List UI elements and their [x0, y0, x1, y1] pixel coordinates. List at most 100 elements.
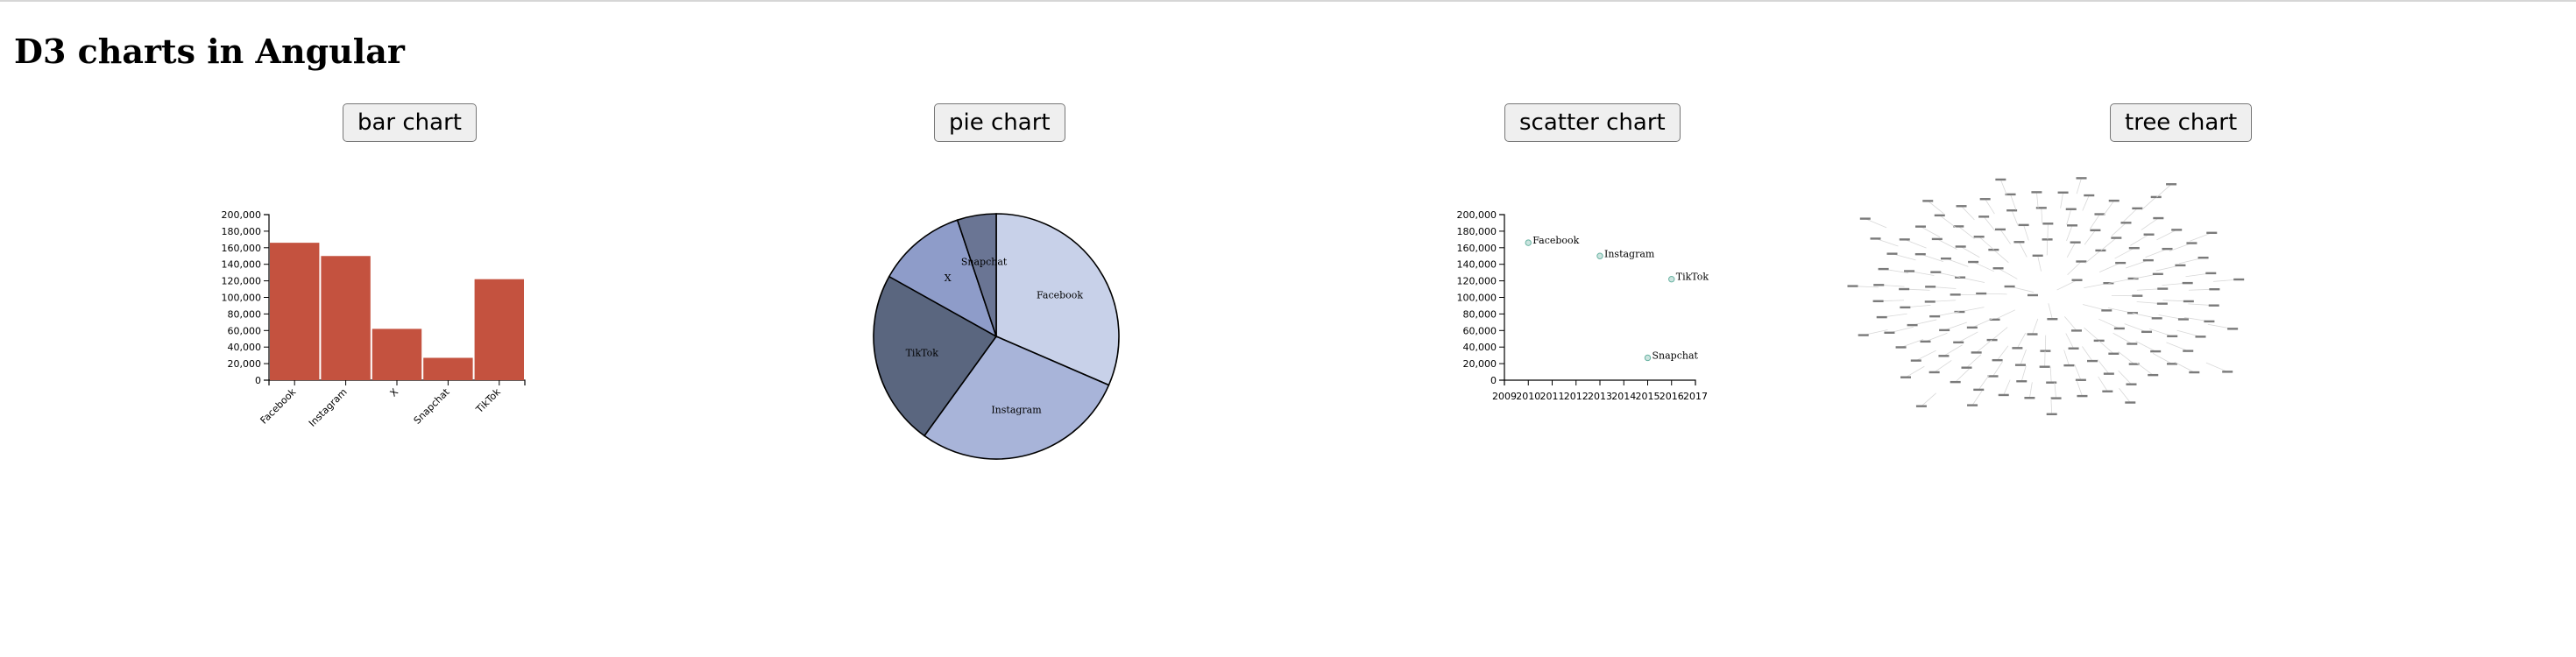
bar-x-tick-label: Instagram	[307, 386, 350, 429]
scatter-chart: 0 20,000 40,000 60,000 80,000 100,000 120,000 1…	[1457, 209, 1709, 402]
scatter-point-label: Instagram	[1604, 248, 1655, 259]
tree-link	[1993, 249, 2009, 264]
tree-node	[2076, 177, 2087, 180]
bar-x-tick-label: Facebook	[258, 385, 299, 426]
tree-link	[2098, 318, 2120, 329]
tree-link	[2097, 359, 2110, 374]
tree-link	[2152, 353, 2173, 364]
tree-link	[2126, 259, 2148, 269]
tree-node	[1899, 287, 1910, 291]
tree-node	[1886, 252, 1898, 255]
tree-link	[2084, 327, 2099, 342]
bar-chart-button[interactable]: bar chart	[343, 103, 477, 142]
tree-node	[1878, 267, 1889, 271]
scatter-x-tick-label: 2010	[1516, 391, 1540, 402]
tree-node	[2108, 199, 2120, 202]
tree-link	[2090, 214, 2100, 230]
tree-link	[2166, 342, 2189, 352]
tree-node	[2094, 213, 2105, 215]
tree-node	[2167, 363, 2178, 365]
tree-link	[2084, 250, 2101, 264]
tree-link	[1960, 246, 1980, 258]
tree-node	[2227, 328, 2239, 330]
tree-node	[2027, 333, 2038, 336]
scatter-y-tick-label: 100,000	[1457, 293, 1497, 304]
pie-slice-tiktok	[873, 275, 998, 437]
tree-node	[2127, 277, 2139, 280]
tree-link	[2082, 194, 2090, 211]
tree-link	[1905, 365, 1925, 378]
tree-link	[2020, 349, 2027, 365]
tree-node	[2195, 336, 2206, 338]
tree-node	[2186, 242, 2197, 244]
tree-node	[2095, 249, 2106, 252]
tree-node	[2031, 191, 2042, 194]
tree-node	[2171, 229, 2183, 231]
tree-link	[2114, 247, 2134, 259]
tree-node	[1873, 284, 1885, 286]
tree-node	[2108, 352, 2120, 355]
tree-node	[1858, 334, 1869, 336]
tree-node	[2204, 320, 2215, 323]
tree-link	[2084, 230, 2096, 245]
bar-instagram	[321, 256, 371, 380]
tree-node	[2152, 272, 2163, 276]
bar-y-tick-label: 120,000	[222, 276, 262, 287]
tree-node	[2070, 329, 2082, 332]
tree-link	[2141, 217, 2159, 230]
tree-link	[2082, 346, 2093, 362]
pie-label: X	[945, 272, 952, 284]
tree-node	[2101, 309, 2112, 312]
tree-node	[1884, 331, 1895, 334]
tree-link	[2050, 398, 2053, 414]
scatter-chart-button[interactable]: scatter chart	[1504, 103, 1681, 142]
tree-link	[1955, 368, 1970, 383]
tree-node	[1973, 236, 1985, 238]
tree-link	[2130, 234, 2149, 246]
tree-node	[2183, 350, 2194, 352]
tree-node	[1968, 260, 1979, 264]
tree-node	[2042, 238, 2053, 241]
tree-link	[1992, 327, 2008, 341]
scatter-point-label: Snapchat	[1652, 350, 1699, 361]
tree-node	[2102, 390, 2113, 392]
bar-x-tick-label: X	[388, 386, 401, 399]
tree-chart-button[interactable]: tree chart	[2110, 103, 2253, 142]
tree-node	[2197, 257, 2209, 259]
scatter-point-facebook	[1525, 239, 1532, 246]
tree-link	[2063, 350, 2070, 366]
scatter-x-tick-label: 2015	[1636, 391, 1660, 402]
pie-chart-button[interactable]: pie chart	[934, 103, 1065, 142]
tree-node	[1986, 338, 1998, 342]
tree-node	[1872, 300, 1884, 302]
tree-link	[2003, 379, 2011, 396]
tree-link	[1928, 201, 1944, 214]
tree-node	[1989, 318, 2000, 321]
scatter-x-tick-label: 2011	[1540, 391, 1565, 402]
tree-link	[1999, 229, 2011, 244]
tree-node	[1995, 178, 2006, 181]
tree-node	[1920, 340, 1931, 343]
scatter-x-tick-label: 2017	[1683, 391, 1708, 402]
tree-node	[1953, 341, 1964, 344]
tree-link	[2141, 196, 2156, 211]
bar-y-tick-label: 60,000	[228, 325, 262, 336]
tree-node	[2128, 246, 2140, 250]
tree-link	[1944, 321, 1967, 331]
tree-node	[2167, 335, 2178, 338]
tree-link	[1892, 253, 1916, 261]
bar-y-tick-label: 20,000	[228, 358, 262, 370]
tree-node	[1976, 292, 1987, 295]
tree-node	[2128, 363, 2140, 365]
tree-node	[2040, 350, 2051, 352]
scatter-y-tick-label: 80,000	[1463, 308, 1497, 320]
tree-link	[2011, 210, 2019, 226]
tree-link	[1904, 238, 1927, 249]
tree-node	[2111, 237, 2122, 239]
tree-link	[1971, 318, 1994, 328]
tree-node	[2151, 317, 2162, 320]
tree-node	[2090, 229, 2101, 232]
tree-node	[1925, 286, 1936, 288]
tree-link	[2076, 380, 2083, 397]
tree-node	[2035, 207, 2047, 209]
